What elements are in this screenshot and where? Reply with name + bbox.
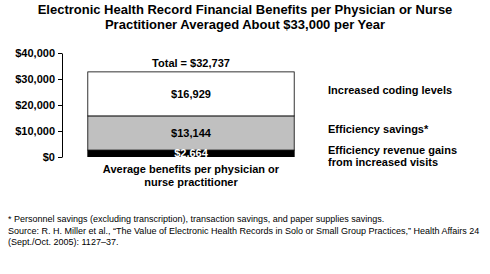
y-tick: $20,000 [15, 99, 62, 111]
text-line: from increased visits [328, 156, 438, 168]
text-line: nurse practitioner [144, 176, 238, 188]
y-tick: $0 [43, 151, 62, 163]
y-tick-label: $20,000 [15, 99, 55, 111]
text-line: (Sept./Oct. 2005): 1127–37. [8, 237, 118, 247]
title: Electronic Health Record Financial Benef… [38, 2, 453, 32]
data-label: $13,144 [171, 127, 212, 139]
labels: $2,664 $13,144 $16,929 Efficiency revenue g… [103, 57, 457, 188]
y-tick: $10,000 [15, 125, 62, 137]
y-tick-label: $40,000 [15, 47, 55, 59]
text-line: Source: R. H. Miller et al., “The Value … [8, 226, 479, 236]
y-tick-label: $0 [43, 151, 55, 163]
bar-segment [88, 116, 294, 150]
y-tick-label: $10,000 [15, 125, 55, 137]
data-label: $16,929 [171, 88, 211, 100]
y-tick-mark [58, 105, 62, 106]
series-label: Increased coding levels [328, 84, 452, 96]
text-line: Efficiency revenue gains [328, 144, 457, 156]
annotation: Total = $32,737 [152, 57, 230, 69]
y-tick-mark [58, 53, 62, 54]
text-line: Increased coding levels [328, 84, 452, 96]
category-label: Average benefits per physician ornurse p… [103, 163, 280, 188]
y-axis-line [62, 54, 63, 158]
bar-segment [88, 72, 294, 116]
y-axis: $0 $10,000 $20,000 $30,000 $40,000 [15, 47, 62, 163]
text-line: Practitioner Averaged About $33,000 per … [105, 17, 385, 32]
data-label: $2,664 [174, 147, 209, 159]
text-line: Average benefits per physician or [103, 163, 280, 175]
y-tick: $40,000 [15, 47, 62, 59]
y-tick-mark [58, 131, 62, 132]
y-tick-label: $30,000 [15, 73, 55, 85]
series-label: Efficiency savings* [328, 123, 429, 135]
chart: Electronic Health Record Financial Benef… [0, 0, 490, 274]
y-tick-mark [58, 79, 62, 80]
note: Source: R. H. Miller et al., “The Value … [8, 226, 479, 247]
text-line: * Personnel savings (excluding transcrip… [8, 214, 384, 224]
text-line: Electronic Health Record Financial Benef… [38, 2, 453, 17]
y-tick-mark [58, 157, 62, 158]
bars [88, 72, 294, 157]
text-line: Efficiency savings* [328, 123, 429, 135]
y-tick: $30,000 [15, 73, 62, 85]
series-label: Efficiency revenue gainsfrom increased v… [328, 144, 457, 168]
note: * Personnel savings (excluding transcrip… [8, 214, 384, 224]
